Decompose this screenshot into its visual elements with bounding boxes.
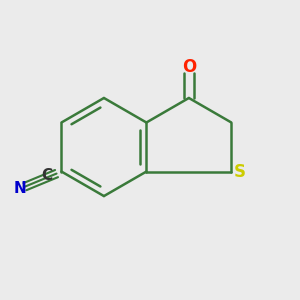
Text: C: C (41, 168, 52, 183)
Text: S: S (234, 163, 246, 181)
Text: O: O (182, 58, 196, 76)
Text: N: N (13, 181, 26, 196)
